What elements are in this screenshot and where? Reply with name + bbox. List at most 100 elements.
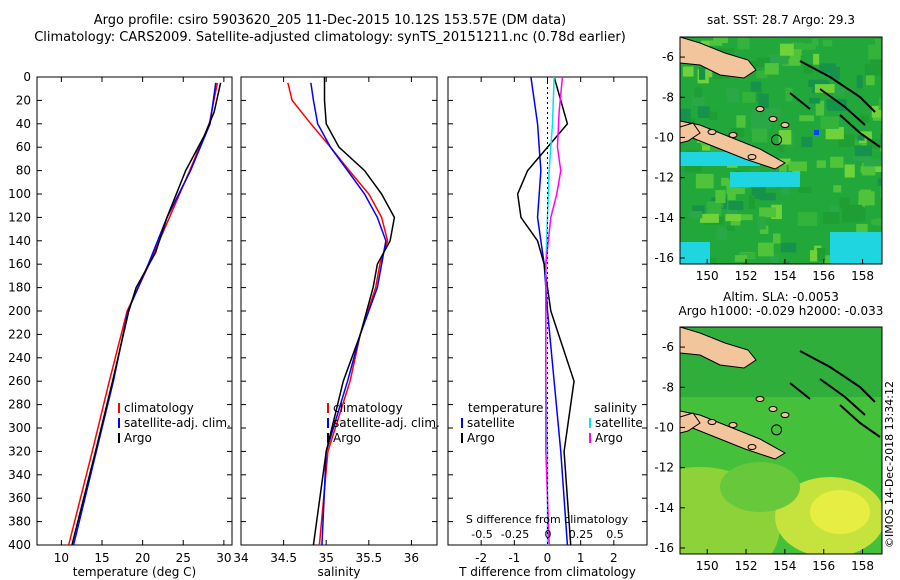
legend-title-salinity: salinity <box>594 401 637 415</box>
map-y-tick-label: -10 <box>654 420 674 434</box>
x-axis-label: temperature (deg C) <box>73 565 196 579</box>
sst-cell <box>694 87 703 98</box>
sst-cell <box>875 218 882 226</box>
sst-cell <box>725 214 742 222</box>
small-island <box>728 132 738 138</box>
sst-cell <box>780 242 797 253</box>
sst-cell <box>801 43 816 50</box>
title-line-1: Argo profile: csiro 5903620_205 11-Dec-2… <box>93 13 567 28</box>
sst-cell <box>816 160 826 168</box>
sst-cell <box>816 247 826 261</box>
legend-label: Argo <box>595 431 623 445</box>
credit-anchor: ©IMOS 14-Dec-2018 13:34:12 <box>883 381 897 568</box>
island-arc <box>789 382 811 400</box>
sst-cell <box>820 116 839 129</box>
y-tick-label: 100 <box>8 187 31 201</box>
map-sla_map <box>680 327 882 554</box>
map-x-tick-label: 156 <box>812 269 835 283</box>
sst-cell <box>853 151 871 161</box>
map-x-tick-label: 152 <box>735 559 758 573</box>
sst-cell <box>797 212 818 226</box>
map-y-tick-label: -6 <box>662 340 674 354</box>
sst-cell <box>856 74 863 89</box>
sst-cell <box>839 197 850 209</box>
sst-cell <box>756 70 768 79</box>
y-tick-label: 240 <box>8 351 31 365</box>
sst-cell <box>726 88 739 103</box>
series-line <box>516 76 575 546</box>
sst-cell <box>721 177 729 186</box>
sst-cell <box>730 128 744 137</box>
sst-cell <box>757 216 766 230</box>
sst-cell <box>792 42 803 52</box>
sst-cell <box>849 139 862 147</box>
island-arc <box>799 350 876 403</box>
sst-cell <box>782 54 801 66</box>
small-island <box>768 406 778 412</box>
sst-cell <box>856 223 868 237</box>
sst-cell <box>880 186 882 199</box>
sst-cell <box>682 66 694 77</box>
sla-map-title-2: Argo h1000: -0.029 h2000: -0.033 <box>679 304 884 318</box>
y-tick-label: 260 <box>8 374 31 388</box>
map-x-tick-label: 152 <box>735 269 758 283</box>
panel-temperature: 10 15 20 25 30020406080100120140160180200220… <box>8 70 233 579</box>
sst-cell <box>858 191 875 206</box>
map-y-tick-label: -16 <box>654 251 674 265</box>
sst-cell <box>715 190 726 203</box>
sst-cyan-band <box>730 172 800 187</box>
sst-cell <box>871 105 882 118</box>
sst-cell <box>709 257 717 264</box>
x-axis-label: salinity <box>317 565 360 579</box>
sst-cell <box>809 250 818 262</box>
title-line-2: Climatology: CARS2009. Satellite-adjuste… <box>34 30 626 45</box>
sst-cell <box>785 87 793 102</box>
sst-cell <box>698 67 706 80</box>
sst-cyan-patch <box>830 232 882 264</box>
small-island <box>768 116 778 122</box>
sst-cell <box>813 53 820 65</box>
sst-cell <box>726 225 735 231</box>
map-x-tick-label: 154 <box>773 269 796 283</box>
land-island <box>680 412 701 434</box>
sst-cell <box>863 158 882 167</box>
y-tick-label: 220 <box>8 327 31 341</box>
sst-cell <box>769 253 779 264</box>
y-tick-label: 180 <box>8 281 31 295</box>
x-tick-label: 10 <box>54 551 69 565</box>
sst-cell <box>823 212 840 225</box>
sst-cell <box>759 192 776 201</box>
sla-blob <box>810 490 870 534</box>
map-sst_map <box>680 37 882 264</box>
sst-cell <box>751 115 771 129</box>
sst-cell <box>781 180 790 195</box>
sst-cell <box>728 200 744 210</box>
y-tick-label: 60 <box>16 140 31 154</box>
top-tick-label: -0.25 <box>501 528 529 541</box>
x-tick-label: 35 <box>319 551 334 565</box>
small-island <box>707 419 717 425</box>
y-tick-label: 400 <box>8 538 31 552</box>
sst-cell <box>880 140 882 152</box>
x-tick-label: 35.5 <box>355 551 382 565</box>
sst-cell <box>748 60 765 68</box>
sst-cell <box>865 75 875 86</box>
island-arc <box>819 88 866 126</box>
map-y-tick-label: -10 <box>654 130 674 144</box>
sst-cell <box>759 207 777 218</box>
map-y-tick-label: -6 <box>662 50 674 64</box>
y-tick-label: 360 <box>8 491 31 505</box>
sst-cell <box>830 156 844 168</box>
map-y-tick-label: -14 <box>654 501 674 515</box>
sst-cell <box>789 48 802 56</box>
small-island <box>780 412 790 418</box>
sst-cell <box>779 43 794 56</box>
sst-cell <box>881 40 882 48</box>
series-line <box>545 76 564 546</box>
sst-cell <box>742 92 756 103</box>
sst-cell <box>833 84 845 97</box>
x-tick-label: 1 <box>577 551 585 565</box>
sla-blob <box>720 462 800 512</box>
series-line <box>71 82 222 546</box>
sst-cell <box>782 261 790 264</box>
